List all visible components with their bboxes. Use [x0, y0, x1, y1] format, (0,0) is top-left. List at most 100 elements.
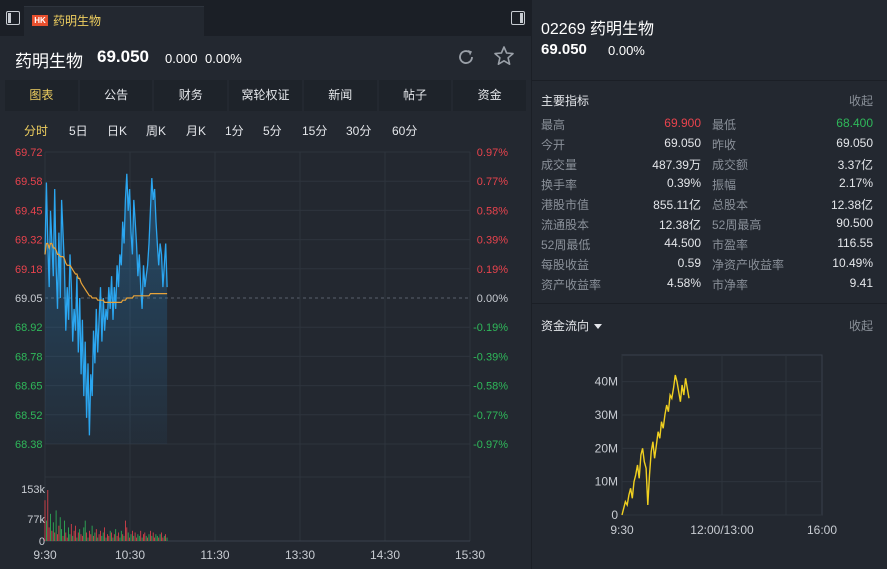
volume-bar [144, 532, 146, 541]
menu-chart[interactable]: 图表 [5, 80, 78, 111]
metric-label: 成交量 [541, 158, 578, 172]
metrics-row: 资产收益率 4.58% 市净率 9.41 [532, 276, 887, 296]
volume-bar [94, 532, 96, 541]
volume-bar [163, 535, 165, 541]
period-daily-k[interactable]: 日K [107, 124, 128, 138]
metrics-row: 每股收益 0.59 净资产收益率 10.49% [532, 256, 887, 276]
volume-bar [58, 525, 60, 541]
period-5min[interactable]: 5分 [263, 124, 282, 138]
period-1min[interactable]: 1分 [225, 124, 244, 138]
volume-bar [84, 520, 86, 541]
volume-bar [59, 517, 61, 541]
stock-tab-title: 药明生物 [53, 14, 102, 28]
metrics-row: 今开 69.050 昨收 69.050 [532, 136, 887, 156]
capital-flow-dropdown[interactable]: 资金流向 [541, 317, 603, 334]
volume-bar [86, 532, 87, 541]
volume-bar [55, 510, 57, 541]
toggle-right-sidebar-icon[interactable] [511, 11, 525, 25]
volume-bar [109, 530, 111, 541]
menu-capital[interactable]: 资金 [453, 80, 527, 111]
volume-bar [107, 534, 108, 541]
metric-value: 0.59 [677, 256, 701, 270]
toggle-left-sidebar-icon[interactable] [6, 11, 20, 25]
menu-news[interactable]: 新闻 [303, 80, 377, 111]
volume-bar [126, 527, 128, 541]
metric-value: 44.500 [664, 236, 701, 250]
average-line [44, 242, 168, 303]
volume-bar [90, 534, 92, 541]
price-tick-label: 69.18 [15, 264, 43, 276]
refresh-icon[interactable] [456, 47, 476, 67]
period-60min[interactable]: 60分 [392, 124, 418, 138]
volume-bar [161, 532, 162, 541]
flow-y-tick-label: 20M [595, 441, 618, 455]
menu-announcements[interactable]: 公告 [79, 80, 153, 111]
volume-bar [57, 534, 58, 541]
period-intraday[interactable]: 分时 [24, 124, 49, 138]
volume-bar [147, 537, 148, 541]
divider [532, 303, 887, 304]
volume-bar [97, 537, 99, 541]
period-15min[interactable]: 15分 [302, 124, 328, 138]
metrics-row: 流通股本 12.38亿 52周最高 90.500 [532, 216, 887, 236]
period-monthly-k[interactable]: 月K [186, 124, 207, 138]
menu-posts[interactable]: 帖子 [378, 80, 452, 111]
volume-bar [116, 535, 118, 541]
volume-bar [82, 535, 83, 541]
volume-bar [104, 527, 105, 541]
period-weekly-k[interactable]: 周K [146, 124, 167, 138]
period-5day[interactable]: 5日 [69, 124, 88, 138]
price-tick-label: 69.32 [15, 235, 43, 247]
volume-bar [115, 529, 117, 541]
volume-bar [145, 535, 147, 541]
metrics-row: 成交量 487.39万 成交额 3.37亿 [532, 156, 887, 176]
price-tick-label: 68.78 [15, 351, 43, 363]
info-title: 02269 药明生物 [541, 21, 654, 38]
volume-bar [162, 537, 164, 541]
volume-bar [129, 537, 130, 541]
metric-label: 最高 [541, 118, 566, 132]
intraday-chart[interactable]: 69.72 69.58 69.45 69.32 69.18 69.05 68.92 68.78… [0, 144, 531, 569]
metrics-row: 换手率 0.39% 振幅 2.17% [532, 176, 887, 196]
volume-bar [102, 532, 104, 541]
menu-warrants[interactable]: 窝轮权证 [229, 80, 302, 111]
time-tick-label: 9:30 [33, 548, 57, 562]
volume-bar [62, 535, 64, 541]
pct-tick-label: 0.77% [477, 176, 508, 188]
pct-tick-label: 0.97% [477, 147, 508, 159]
period-30min[interactable]: 30分 [346, 124, 372, 138]
metric-value: 12.38亿 [658, 218, 701, 232]
volume-bar [108, 535, 110, 541]
metric-label: 市净率 [712, 278, 749, 292]
volume-bar [159, 534, 161, 541]
metric-label: 52周最低 [541, 238, 591, 252]
volume-bar [54, 532, 56, 541]
flow-collapse-button[interactable]: 收起 [848, 319, 873, 333]
metric-label: 资产收益率 [541, 278, 602, 292]
volume-bar [112, 537, 114, 541]
caret-down-icon [594, 324, 603, 330]
volume-bar [136, 537, 137, 541]
metric-label: 成交额 [712, 158, 749, 172]
stock-tab[interactable]: HK 药明生物 [24, 6, 204, 36]
price-tick-label: 69.45 [15, 205, 43, 217]
volume-bar [158, 537, 160, 541]
volume-bar [127, 532, 129, 541]
volume-bar [91, 525, 93, 541]
volume-bar [148, 534, 150, 541]
volume-bar [166, 537, 168, 541]
volume-bar [79, 529, 81, 541]
volume-bar [113, 534, 115, 541]
star-icon[interactable] [493, 45, 515, 67]
metric-label: 总股本 [712, 198, 749, 212]
volume-tick-label: 77k [27, 514, 45, 526]
time-tick-label: 11:30 [200, 548, 229, 562]
metric-value: 12.38亿 [830, 198, 873, 212]
stock-price: 69.050 [97, 47, 149, 66]
info-price: 69.050 [541, 41, 587, 58]
volume-tick-label: 0 [39, 536, 45, 548]
metrics-collapse-button[interactable]: 收起 [848, 94, 873, 108]
menu-financials[interactable]: 财务 [154, 80, 228, 111]
metric-value: 487.39万 [652, 158, 701, 172]
volume-bar [134, 532, 136, 541]
